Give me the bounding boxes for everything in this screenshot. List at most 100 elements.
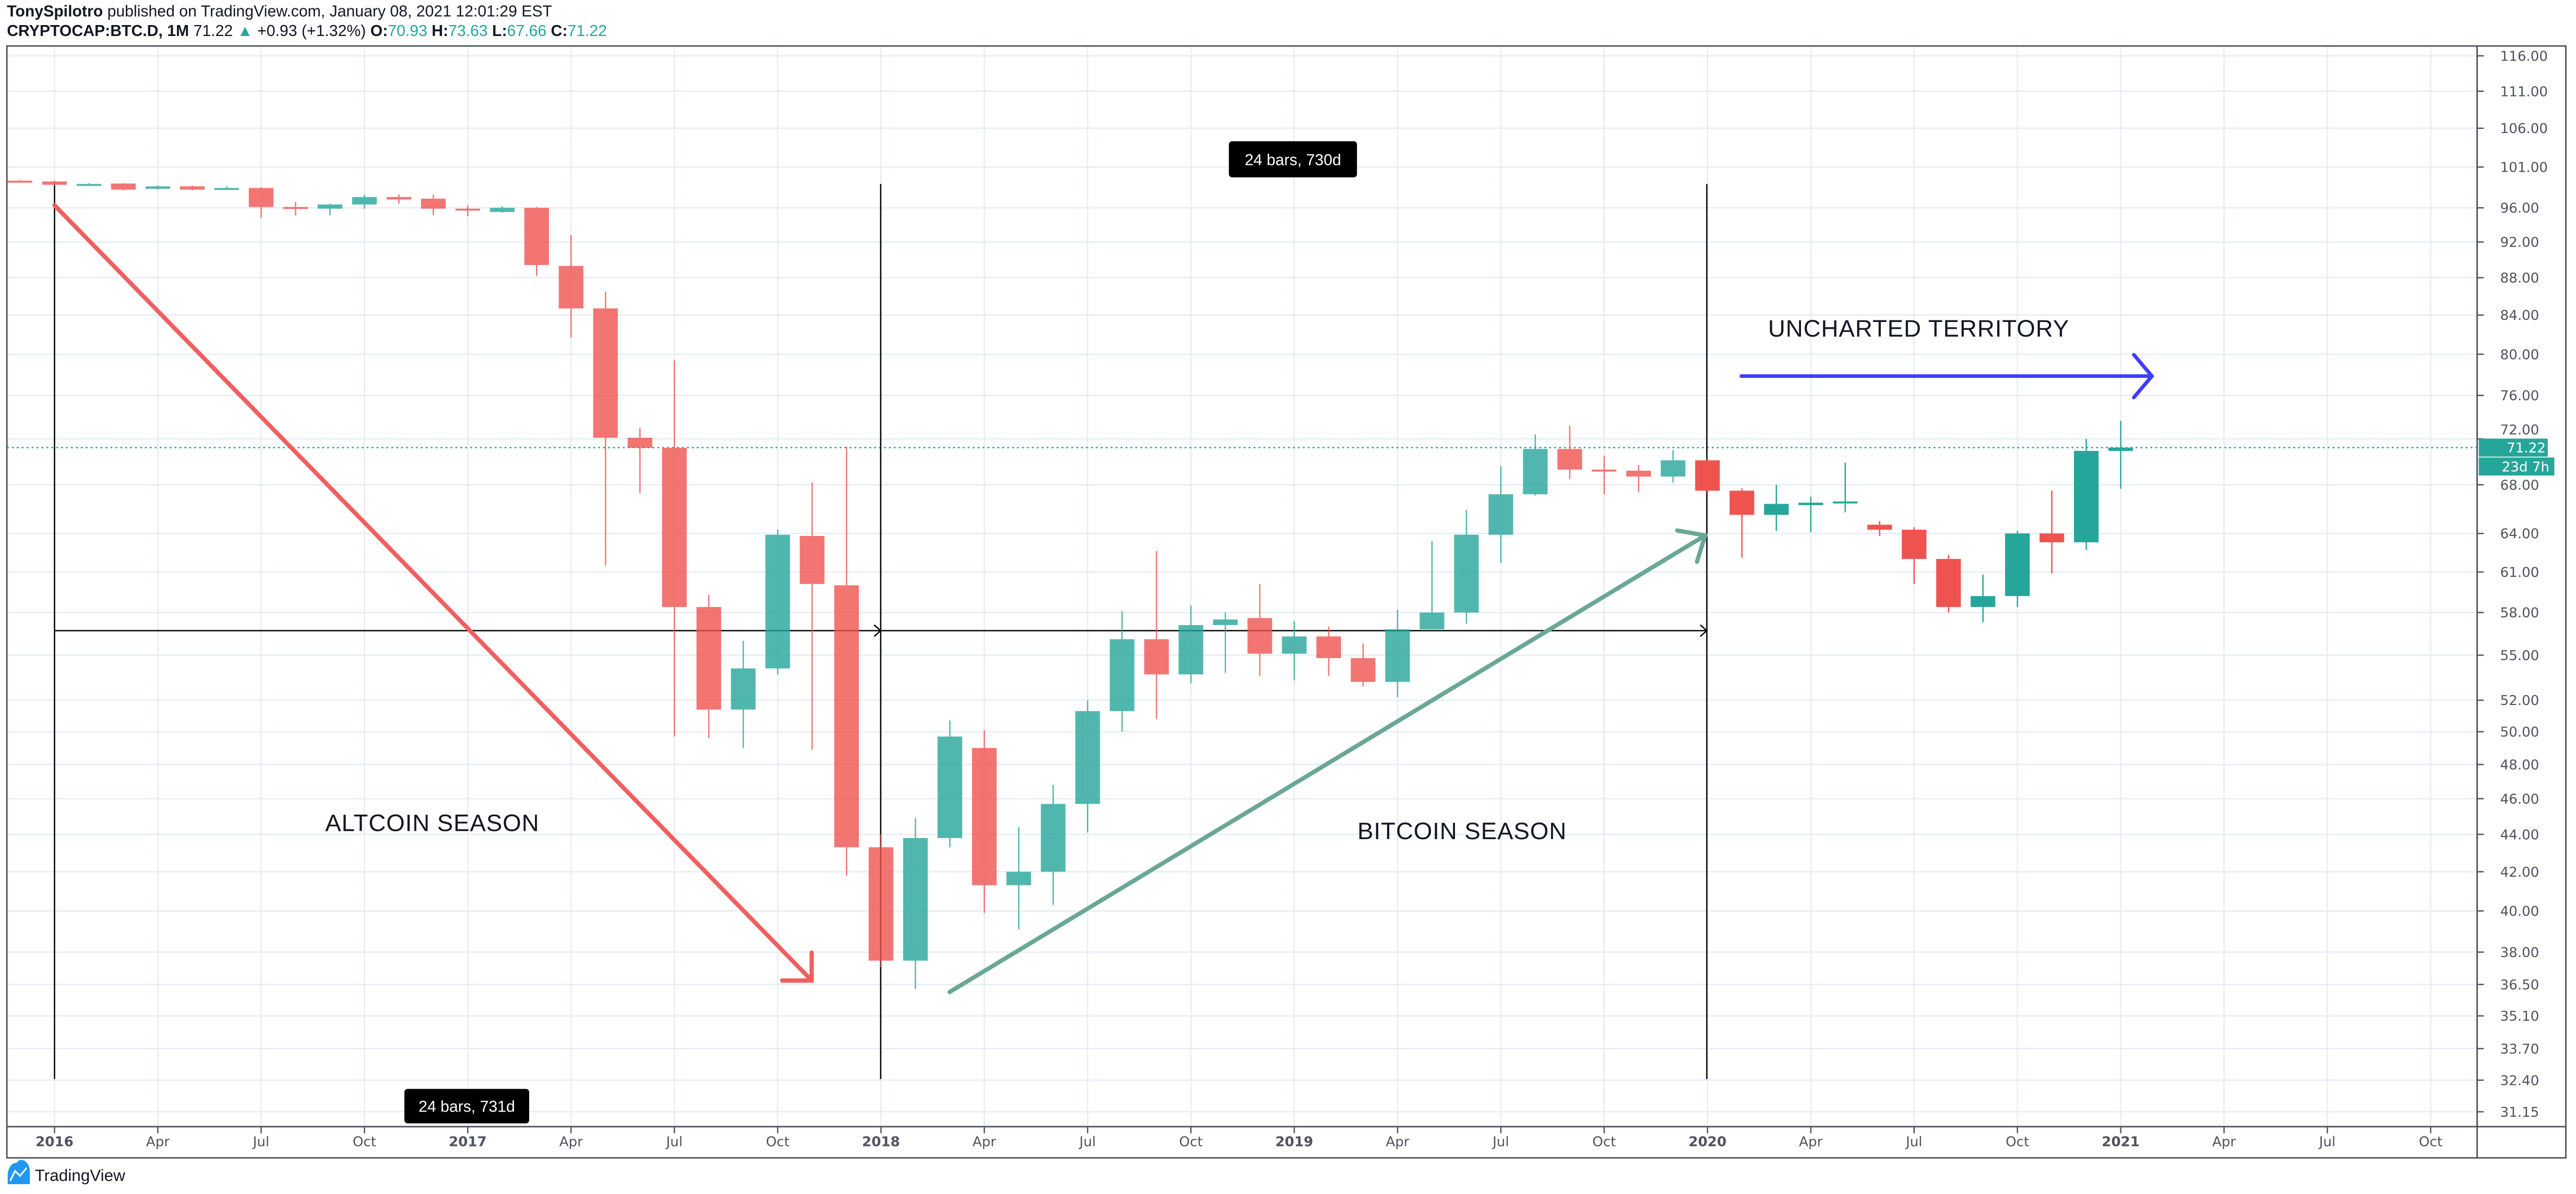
candle-body (1075, 711, 1100, 804)
time-tick-label: Apr (146, 1135, 170, 1150)
candle-body (1110, 639, 1135, 711)
time-tick-label: 2019 (1275, 1135, 1314, 1150)
price-tick-label: 76.00 (2500, 388, 2539, 404)
candle-body (696, 607, 721, 710)
candle (1626, 464, 1651, 492)
time-tick-label: Apr (2212, 1135, 2236, 1150)
time-tick-label: Apr (1386, 1135, 1409, 1150)
candle-body (180, 186, 205, 190)
close-value: 71.22 (567, 22, 607, 40)
candle (972, 730, 997, 913)
time-tick-label: 2020 (1688, 1135, 1726, 1150)
price-tick-label: 58.00 (2500, 605, 2539, 621)
candle (1041, 784, 1066, 905)
candle-body (76, 184, 102, 186)
price-tick-label: 50.00 (2500, 725, 2539, 741)
price-tick-label: 55.00 (2500, 648, 2539, 664)
red-down-arrow[interactable] (52, 203, 814, 983)
tradingview-logo[interactable]: TradingView (7, 1160, 125, 1185)
candle (868, 834, 893, 968)
uncharted-territory-label[interactable]: UNCHARTED TERRITORY (1768, 315, 2069, 342)
candle-body (1695, 460, 1720, 491)
author-name[interactable]: TonySpilotro (7, 3, 103, 20)
candle (1730, 488, 1755, 558)
candle (1144, 551, 1169, 719)
price-tick-label: 68.00 (2500, 477, 2539, 493)
price-tick-label: 38.00 (2500, 945, 2539, 961)
candle-body (317, 204, 342, 209)
candle (317, 204, 342, 216)
price-tick-label: 42.00 (2500, 865, 2539, 880)
blue-right-arrow[interactable] (1739, 353, 2154, 400)
candle (1420, 541, 1445, 632)
candle (490, 206, 515, 213)
candle (1971, 575, 1996, 623)
altcoin-season-label[interactable]: ALTCOIN SEASON (325, 809, 539, 836)
candle-body (490, 208, 515, 212)
candle-body (868, 847, 893, 961)
candles (7, 180, 2133, 989)
candle (1833, 462, 1858, 512)
candle (386, 194, 411, 204)
chart-frame (6, 45, 2567, 1159)
candle (1488, 466, 1513, 563)
time-tick-label: Apr (559, 1135, 583, 1150)
candle (1110, 611, 1135, 732)
green-up-arrow[interactable] (947, 528, 1708, 994)
time-axis[interactable]: 2016 Apr Jul Oct 2017 Apr Jul Oct 2018 Apr Jul Oct 2… (35, 1126, 2442, 1150)
candle (627, 427, 652, 493)
candle-body (1247, 618, 1272, 654)
candle (937, 720, 962, 847)
price-tick-label: 48.00 (2500, 757, 2539, 773)
candle (1798, 496, 1823, 532)
candle (1695, 458, 1720, 493)
candle-body (248, 188, 273, 207)
candle (1557, 425, 1582, 479)
candle-body (1661, 460, 1686, 477)
candle-body (1833, 501, 1858, 504)
grid (7, 46, 2477, 1127)
candle-body (937, 736, 962, 838)
candle (1385, 610, 1410, 697)
symbol-legend: CRYPTOCAP:BTC.D, 1M 71.22 ▲ +0.93 (+1.32… (7, 22, 607, 40)
price-tick-label: 64.00 (2500, 527, 2539, 542)
time-tick-label: Jul (252, 1135, 270, 1150)
publish-info: TonySpilotro published on TradingView.co… (7, 3, 552, 20)
price-axis[interactable]: 116.00 111.00 106.00 101.00 96.00 92.00 88.00 8… (2477, 49, 2548, 1120)
candle (214, 186, 240, 190)
candle-body (1006, 871, 1031, 886)
bitcoin-season-label[interactable]: BITCOIN SEASON (1357, 818, 1567, 844)
high-label: H: (432, 22, 448, 40)
candle (2108, 421, 2133, 489)
candle (1178, 605, 1203, 684)
price-tick-label: 88.00 (2500, 271, 2539, 286)
candle (558, 235, 583, 338)
price-tick-label: 116.00 (2500, 49, 2548, 64)
candle (7, 180, 33, 183)
range-2-arrowhead-icon (1700, 624, 1708, 637)
candle (834, 447, 859, 876)
candle-body (1936, 559, 1961, 607)
range-2-badge: 24 bars, 730d (1229, 141, 1357, 177)
candle-body (421, 198, 446, 209)
price-tick-label: 52.00 (2500, 693, 2539, 709)
time-tick-label: Apr (1799, 1135, 1822, 1150)
candle (1764, 484, 1789, 531)
open-label: O: (371, 22, 388, 40)
candle-body (558, 266, 583, 308)
time-tick-label: Oct (2006, 1135, 2029, 1150)
price-change: +0.93 (+1.32%) (257, 22, 366, 40)
candle (352, 194, 377, 209)
cloud-logo-icon (7, 1160, 30, 1185)
candle (283, 202, 308, 216)
symbol-name[interactable]: CRYPTOCAP:BTC.D, 1M (7, 22, 189, 40)
candle (421, 194, 446, 216)
time-tick-label: Oct (766, 1135, 790, 1150)
candle-body (524, 208, 549, 265)
candle (111, 183, 136, 190)
candle-body (7, 181, 33, 183)
candle-body (2074, 451, 2099, 543)
publish-details: published on TradingView.com, January 08… (103, 3, 552, 20)
candle-body (593, 308, 618, 438)
